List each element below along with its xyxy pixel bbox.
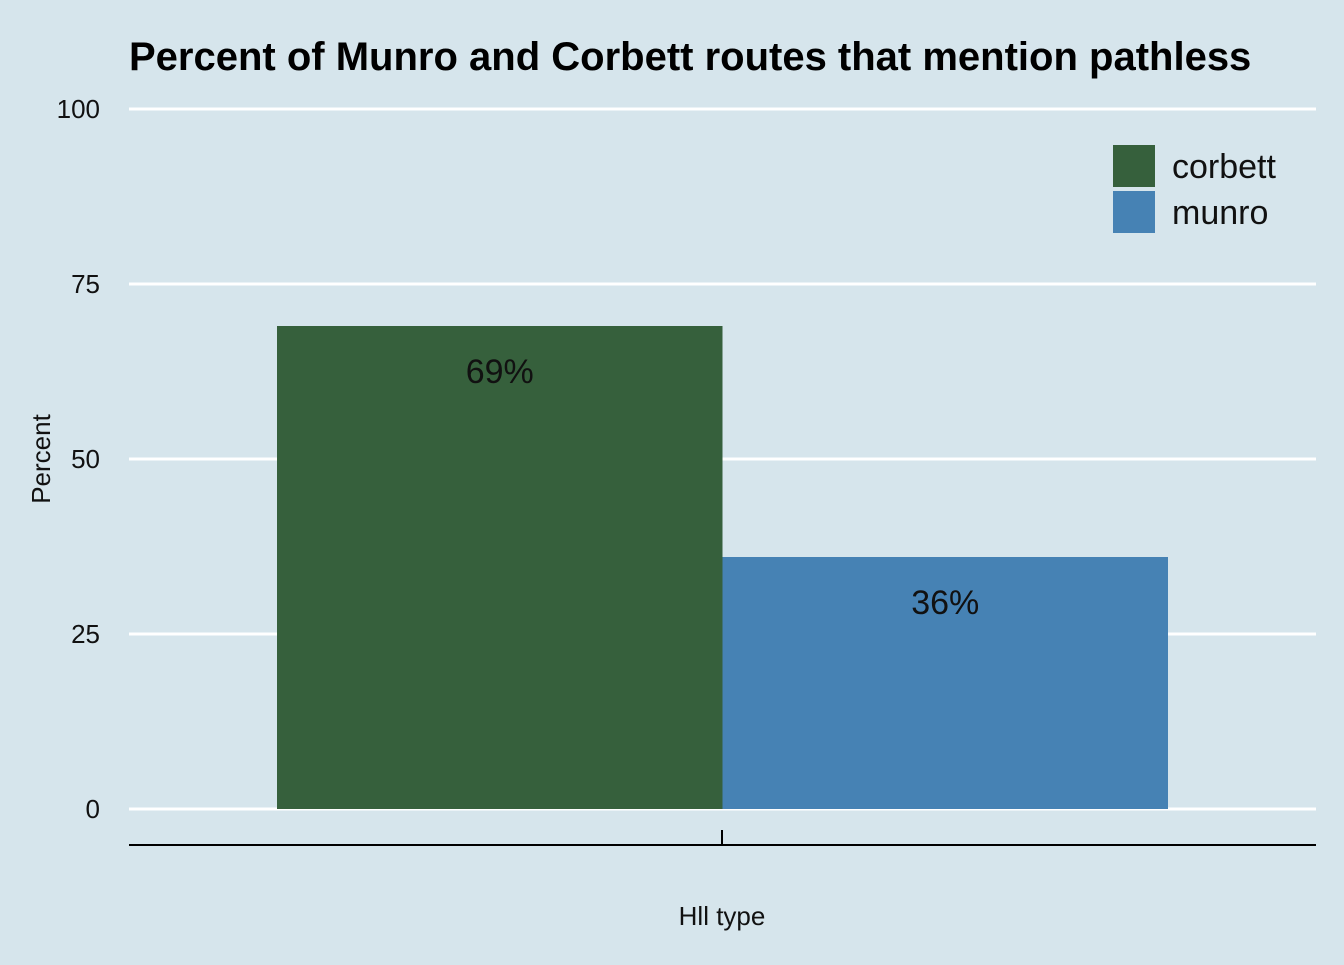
bar-corbett (277, 326, 723, 809)
x-axis-title: Hll type (679, 901, 766, 931)
legend-label-munro: munro (1172, 194, 1268, 232)
bar-munro (722, 557, 1168, 809)
y-tick-label: 50 (71, 444, 100, 474)
data-label-munro: 36% (911, 584, 979, 622)
y-axis-title: Percent (26, 413, 56, 503)
y-tick-label: 75 (71, 269, 100, 299)
legend-label-corbett: corbett (1172, 148, 1276, 186)
data-label-corbett: 69% (466, 353, 534, 391)
y-tick-label: 100 (57, 94, 100, 124)
data-labels: 69% 36% (466, 353, 980, 622)
legend-swatch-corbett (1113, 145, 1155, 187)
legend: corbett munro (1113, 145, 1276, 233)
y-tick-label: 0 (86, 794, 100, 824)
y-tick-label: 25 (71, 619, 100, 649)
legend-swatch-munro (1113, 191, 1155, 233)
bars (277, 326, 1168, 809)
chart-title: Percent of Munro and Corbett routes that… (129, 35, 1251, 79)
y-axis-ticks: 0 25 50 75 100 (57, 94, 100, 824)
